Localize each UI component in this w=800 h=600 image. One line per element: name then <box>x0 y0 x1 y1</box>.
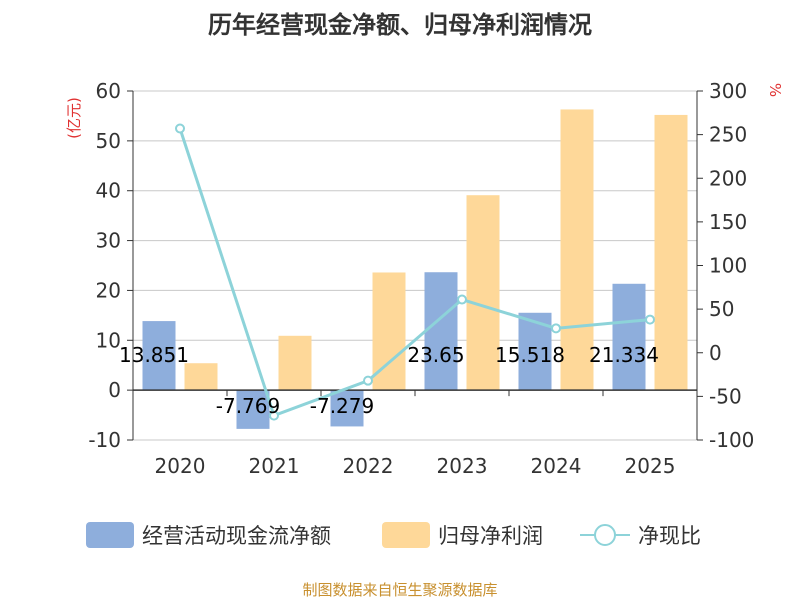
x-tick-label: 2022 <box>343 454 394 478</box>
left-tick-label: 20 <box>96 278 121 302</box>
bar-cash-flow <box>142 321 176 391</box>
data-labels: 13.851 -7.769 -7.279 23.65 15.518 21.334 <box>119 343 659 418</box>
x-tick-label: 2020 <box>155 454 206 478</box>
left-tick-label: -10 <box>88 428 121 452</box>
legend: 经营活动现金流净额 归母净利润 净现比 <box>86 522 701 548</box>
line-series <box>175 123 655 421</box>
x-tick-label: 2021 <box>249 454 300 478</box>
chart-title: 历年经营现金净额、归母净利润情况 <box>208 11 592 39</box>
right-tick-label: 150 <box>709 210 747 234</box>
x-tick-label: 2023 <box>437 454 488 478</box>
ratio-point <box>175 123 185 134</box>
x-tick-label: 2025 <box>625 454 676 478</box>
left-tick-label: 10 <box>96 328 121 352</box>
right-tick-label: 50 <box>709 297 734 321</box>
legend-swatch-ratio-marker <box>594 524 616 546</box>
right-tick-label: 200 <box>709 166 747 190</box>
left-tick-label: 30 <box>96 229 121 253</box>
data-label-cash-flow: 15.518 <box>495 343 565 367</box>
gridlines <box>133 90 697 441</box>
right-tick-label: 250 <box>709 123 747 147</box>
legend-swatch-cash-flow <box>86 522 134 548</box>
bar-net-profit <box>560 109 594 391</box>
legend-label-ratio: 净现比 <box>638 524 701 548</box>
bar-net-profit <box>654 114 688 391</box>
bar-net-profit <box>278 335 312 391</box>
data-label-cash-flow: -7.279 <box>310 394 374 418</box>
data-label-cash-flow: 23.65 <box>407 343 464 367</box>
axes: -100102030405060-100-5005010015020025030… <box>88 79 754 478</box>
left-tick-label: 50 <box>96 129 121 153</box>
ratio-point <box>457 294 467 305</box>
bar-cash-flow <box>330 390 364 427</box>
left-tick-label: 0 <box>108 378 121 402</box>
bar-cash-flow <box>612 283 646 391</box>
right-tick-label: 300 <box>709 79 747 103</box>
legend-label-cash-flow: 经营活动现金流净额 <box>142 524 331 548</box>
ratio-point <box>645 314 655 325</box>
ratio-point <box>363 375 373 386</box>
data-label-cash-flow: 21.334 <box>589 343 659 367</box>
left-tick-label: 40 <box>96 179 121 203</box>
bar-cash-flow <box>424 272 458 391</box>
bar-net-profit <box>466 195 500 391</box>
right-tick-label: -50 <box>709 384 742 408</box>
legend-swatch-net-profit <box>382 522 430 548</box>
right-tick-label: -100 <box>709 428 754 452</box>
source-note: 制图数据来自恒生聚源数据库 <box>302 581 497 599</box>
ratio-line <box>178 128 651 418</box>
bar-net-profit <box>184 363 218 391</box>
right-tick-label: 0 <box>709 341 722 365</box>
right-axis-unit: % <box>766 83 784 97</box>
right-tick-label: 100 <box>709 254 747 278</box>
left-axis-unit: (亿元) <box>65 97 83 139</box>
data-label-cash-flow: -7.769 <box>216 394 280 418</box>
data-label-cash-flow: 13.851 <box>119 343 189 367</box>
bar-cash-flow <box>236 390 270 429</box>
ratio-point <box>551 323 561 334</box>
x-tick-label: 2024 <box>531 454 582 478</box>
left-tick-label: 60 <box>96 79 121 103</box>
legend-label-net-profit: 归母净利润 <box>438 524 543 548</box>
ratio-point <box>269 410 279 421</box>
bars <box>142 109 688 429</box>
